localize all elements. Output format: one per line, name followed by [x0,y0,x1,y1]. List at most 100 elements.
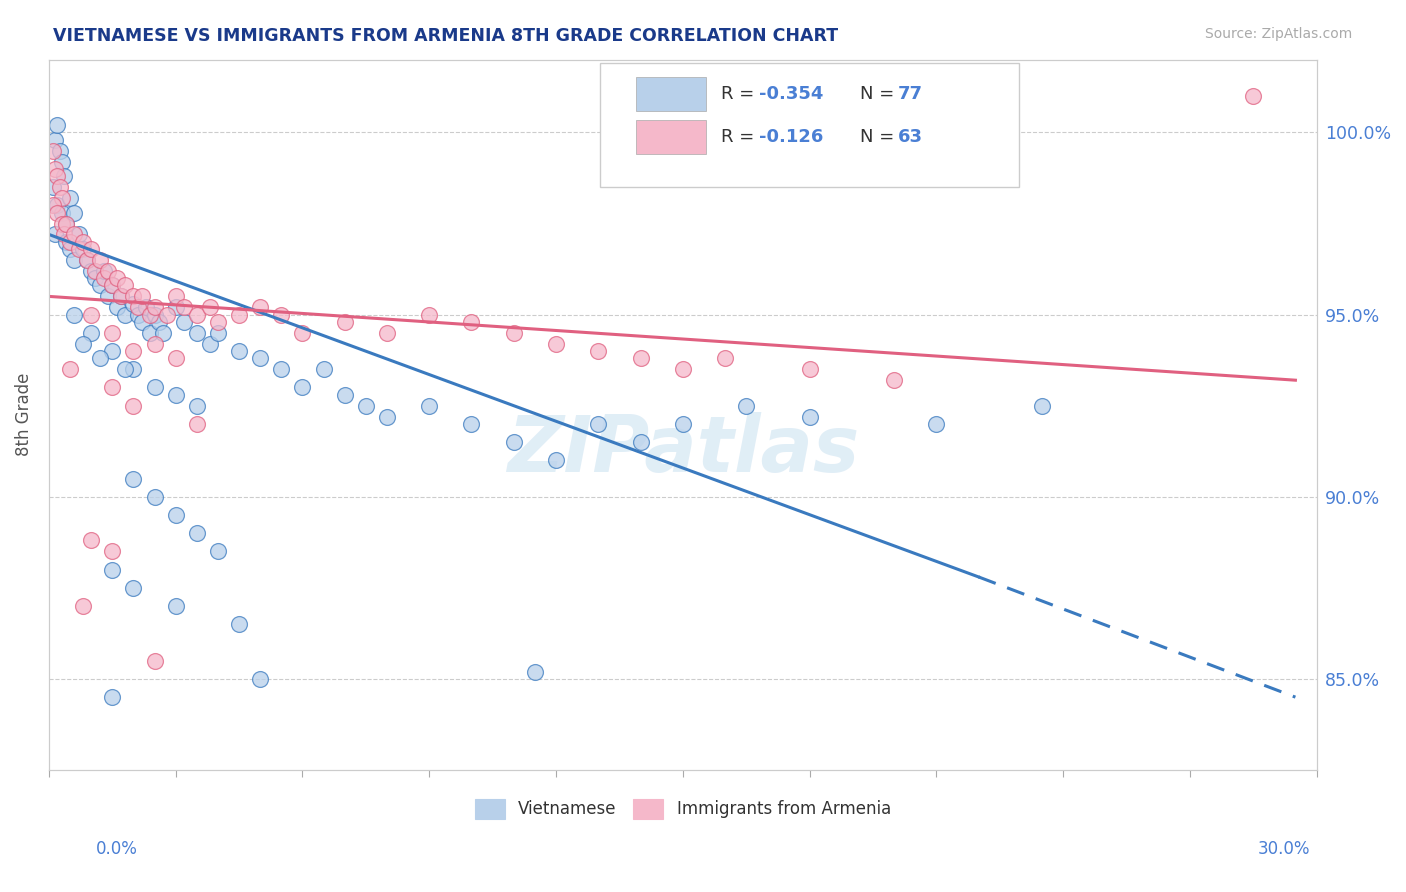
Point [131,315,153,329]
Point [672,362,695,376]
Point [97,289,120,303]
Text: R =: R = [721,86,759,103]
Point [122,362,145,376]
Point [270,362,292,376]
Point [228,308,250,322]
Point [101,563,124,577]
Point [228,617,250,632]
Point [143,308,166,322]
Point [89,252,111,267]
Point [354,399,377,413]
Point [523,665,546,679]
Text: N =: N = [860,86,900,103]
Point [139,308,162,322]
Point [143,380,166,394]
Point [122,471,145,485]
Point [97,264,120,278]
Text: 30.0%: 30.0% [1258,840,1310,858]
Point [72,599,94,613]
Point [270,308,292,322]
Point [89,351,111,366]
Point [1031,399,1053,413]
Point [156,308,179,322]
Point [51,217,73,231]
Point [84,271,107,285]
Point [114,278,136,293]
Point [55,235,77,249]
Point [101,544,124,558]
Text: -0.354: -0.354 [759,86,823,103]
Point [630,351,652,366]
Point [59,235,82,249]
Point [110,289,132,303]
Text: 63: 63 [898,128,924,146]
Point [333,388,356,402]
Point [101,690,124,705]
Point [122,581,145,595]
Point [173,301,195,315]
Point [101,278,124,293]
Point [312,362,335,376]
Point [152,326,174,340]
Point [72,336,94,351]
Point [127,308,149,322]
Point [42,144,65,158]
Point [148,315,170,329]
Point [67,242,90,256]
Point [42,180,65,194]
Text: Source: ZipAtlas.com: Source: ZipAtlas.com [1205,27,1353,41]
Point [72,235,94,249]
Point [84,264,107,278]
Point [110,289,132,303]
Point [44,227,66,242]
Point [76,252,98,267]
Point [122,289,145,303]
Point [101,344,124,359]
Point [93,271,115,285]
Point [925,417,948,431]
Point [586,417,609,431]
FancyBboxPatch shape [600,63,1019,187]
Point [735,399,758,413]
Point [165,599,187,613]
Point [186,399,208,413]
Point [714,351,737,366]
Point [46,169,69,184]
Point [42,198,65,212]
Point [59,362,82,376]
Point [460,315,482,329]
Point [51,191,73,205]
Point [249,672,271,686]
Point [173,315,195,329]
Point [502,435,524,450]
Text: VIETNAMESE VS IMMIGRANTS FROM ARMENIA 8TH GRADE CORRELATION CHART: VIETNAMESE VS IMMIGRANTS FROM ARMENIA 8T… [53,27,838,45]
Point [165,289,187,303]
Point [80,264,103,278]
Point [122,399,145,413]
Point [80,326,103,340]
Point [799,362,821,376]
Y-axis label: 8th Grade: 8th Grade [15,373,32,457]
Point [165,388,187,402]
Point [375,326,398,340]
Point [228,344,250,359]
Point [131,289,153,303]
Point [51,154,73,169]
Point [93,264,115,278]
Point [630,435,652,450]
Point [207,326,229,340]
Point [46,198,69,212]
Point [375,409,398,424]
Point [80,533,103,548]
Text: N =: N = [860,128,900,146]
Point [165,508,187,522]
Point [48,180,70,194]
Point [46,118,69,132]
Point [207,544,229,558]
Point [101,278,124,293]
Point [76,252,98,267]
Point [143,654,166,668]
Text: -0.126: -0.126 [759,128,823,146]
Point [198,301,221,315]
Point [48,144,70,158]
